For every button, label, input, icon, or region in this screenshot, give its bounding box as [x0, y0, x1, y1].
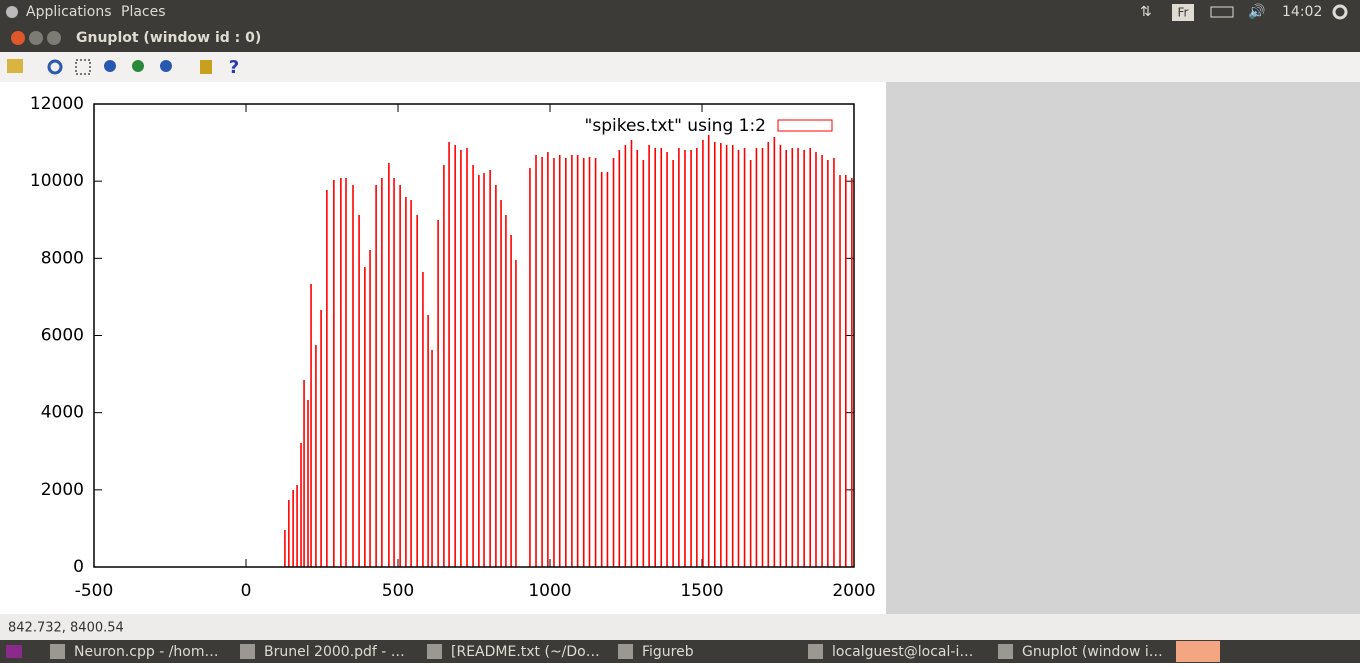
menu-places[interactable]: Places [121, 4, 166, 20]
y-tick-label: 6000 [41, 326, 84, 346]
taskbar [0, 640, 1360, 663]
keyboard-layout: Fr [1178, 6, 1189, 20]
x-tick-label: -500 [75, 581, 114, 601]
title-bar [0, 24, 1360, 52]
task-button[interactable]: [README.txt (~/Do… [451, 644, 600, 660]
zoom-prev-icon[interactable] [104, 60, 116, 72]
task-icon [427, 644, 442, 659]
volume-icon[interactable]: 🔊 [1248, 2, 1265, 20]
window-title: Gnuplot (window id : 0) [76, 30, 261, 46]
config-icon[interactable] [200, 60, 212, 74]
empty-area [886, 82, 1360, 614]
task-button[interactable]: Gnuplot (window i… [1022, 644, 1163, 660]
x-tick-label: 0 [241, 581, 252, 601]
task-icon [998, 644, 1013, 659]
plot-border [93, 103, 855, 568]
battery-icon[interactable] [1210, 6, 1234, 18]
close-button[interactable] [11, 31, 25, 45]
copy-icon[interactable] [7, 59, 23, 73]
y-tick-label: 12000 [30, 94, 84, 114]
y-tick-label: 8000 [41, 248, 84, 268]
status-coordinates: 842.732, 8400.54 [8, 621, 124, 636]
task-button[interactable]: Figureb [642, 644, 694, 660]
task-list: Neuron.cpp - /hom… Brunel 2000.pdf - … [RE… [50, 644, 1163, 660]
unzoom-icon[interactable] [160, 60, 172, 72]
legend-label: "spikes.txt" using 1:2 [585, 116, 766, 136]
task-button[interactable]: Brunel 2000.pdf - … [264, 644, 405, 660]
network-icon[interactable]: ⇅ [1140, 4, 1152, 20]
task-button[interactable]: localguest@local-i… [832, 644, 973, 660]
task-icon [808, 644, 823, 659]
status-bar [0, 614, 1360, 640]
x-tick-label: 1500 [680, 581, 723, 601]
zoom-next-icon[interactable] [132, 60, 144, 72]
minimize-button[interactable] [29, 31, 43, 45]
maximize-button[interactable] [47, 31, 61, 45]
show-desktop[interactable] [6, 645, 22, 658]
y-tick-label: 0 [73, 557, 84, 577]
plot-canvas[interactable] [0, 82, 886, 614]
x-tick-label: 500 [382, 581, 414, 601]
x-tick-label: 1000 [528, 581, 571, 601]
help-icon[interactable]: ? [229, 57, 239, 78]
clock[interactable]: 14:02 [1282, 4, 1322, 20]
x-tick-label: 2000 [832, 581, 875, 601]
y-tick-label: 10000 [30, 171, 84, 191]
ubuntu-logo[interactable] [6, 6, 18, 18]
task-icon [50, 644, 65, 659]
top-panel [0, 0, 1360, 24]
task-icon [618, 644, 633, 659]
task-icon [240, 644, 255, 659]
menu-applications[interactable]: Applications [26, 4, 112, 20]
settings-icon[interactable] [1332, 4, 1348, 20]
task-button[interactable]: Neuron.cpp - /hom… [74, 644, 219, 660]
grid-icon[interactable] [75, 59, 91, 75]
toolbar [0, 52, 1360, 82]
replot-icon[interactable] [47, 59, 63, 75]
y-tick-label: 4000 [41, 403, 84, 423]
workspace-switcher[interactable] [1176, 641, 1220, 662]
y-tick-label: 2000 [41, 480, 84, 500]
legend-swatch [777, 119, 833, 132]
plot: 0 2000 4000 6000 8000 10000 12000 -500 0 500 1000 1… [30, 94, 876, 601]
keyboard-box[interactable] [1172, 4, 1194, 21]
